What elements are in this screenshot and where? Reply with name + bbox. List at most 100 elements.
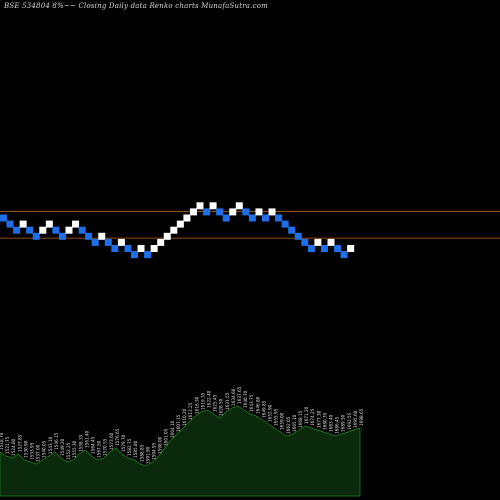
renko-brick (189, 208, 197, 216)
volume-label: 1588.85 (139, 444, 144, 462)
renko-brick (124, 245, 132, 252)
volume-label: 1546.15 (54, 432, 59, 450)
renko-brick (58, 232, 66, 240)
renko-brick (242, 208, 250, 216)
volume-label: 1668.15 (298, 410, 303, 428)
renko-brick (32, 232, 40, 240)
volume-label: 1601.05 (164, 428, 169, 446)
renko-brick (45, 220, 53, 228)
volume-label: 1674.25 (310, 408, 315, 426)
volume-label: 1625.45 (213, 394, 218, 412)
volume-label: 1634.60 (231, 388, 236, 406)
renko-brick (0, 214, 7, 222)
volume-label: 1570.55 (103, 438, 108, 456)
volume-label: 1521.75 (5, 436, 10, 454)
renko-brick (78, 226, 86, 234)
volume-label: 1649.85 (261, 400, 266, 418)
volume-label: 1564.45 (91, 436, 96, 454)
renko-brick (334, 245, 342, 252)
volume-label: 1518.70 (0, 432, 4, 450)
renko-brick (222, 214, 230, 222)
volume-profile-area (0, 405, 361, 497)
volume-label: 1598.00 (158, 436, 163, 454)
volume-label: 1619.35 (200, 392, 205, 410)
volume-label: 1561.40 (84, 430, 89, 448)
renko-brick (39, 226, 47, 234)
volume-label: 1567.50 (97, 440, 102, 458)
renko-brick (91, 238, 99, 246)
renko-brick (307, 245, 315, 252)
renko-brick (137, 245, 145, 252)
renko-brick (327, 238, 335, 246)
volume-label: 1555.30 (72, 440, 77, 458)
renko-brick (19, 220, 27, 228)
renko-brick (98, 232, 106, 240)
renko-brick (196, 202, 204, 210)
renko-brick (268, 208, 276, 216)
renko-brick (288, 226, 296, 234)
renko-brick (26, 226, 34, 234)
volume-label: 1628.50 (219, 398, 224, 416)
volume-label: 1640.70 (243, 390, 248, 408)
volume-label: 1524.80 (11, 438, 16, 456)
renko-brick (294, 232, 302, 240)
volume-label: 1646.80 (255, 396, 260, 414)
volume-label: 1655.95 (274, 408, 279, 426)
volume-label: 1698.65 (359, 408, 364, 426)
volume-label: 1610.20 (182, 408, 187, 426)
volume-label: 1613.25 (188, 402, 193, 420)
volume-label: 1573.60 (109, 432, 114, 450)
volume-label: 1689.50 (341, 414, 346, 432)
volume-label: 1659.00 (280, 412, 285, 430)
renko-brick (13, 226, 21, 234)
renko-brick (183, 214, 191, 222)
volume-label: 1591.90 (145, 446, 150, 464)
volume-label: 1665.10 (292, 414, 297, 432)
renko-brick (65, 226, 73, 234)
volume-label: 1671.20 (304, 406, 309, 424)
volume-label: 1549.20 (60, 438, 65, 456)
renko-brick (104, 238, 112, 246)
renko-brick (209, 202, 217, 210)
volume-label: 1533.95 (30, 442, 35, 460)
volume-label: 1662.05 (286, 416, 291, 434)
volume-label: 1695.60 (353, 410, 358, 428)
volume-label: 1686.45 (335, 416, 340, 434)
renko-brick (150, 245, 158, 252)
renko-brick (235, 202, 243, 210)
volume-label: 1680.35 (322, 412, 327, 430)
renko-brick (117, 238, 125, 246)
renko-brick (111, 245, 119, 252)
volume-label: 1637.65 (237, 386, 242, 404)
volume-label: 1537.00 (36, 444, 41, 462)
volume-label: 1558.35 (78, 434, 83, 452)
volume-label: 1631.55 (225, 392, 230, 410)
volume-label: 1622.40 (206, 390, 211, 408)
renko-brick (176, 220, 184, 228)
volume-label: 1594.95 (152, 442, 157, 460)
volume-label: 1527.85 (17, 434, 22, 452)
volume-label: 1540.05 (42, 440, 47, 458)
renko-brick (131, 251, 138, 259)
volume-label: 1530.90 (23, 440, 28, 458)
volume-label: 1607.15 (176, 414, 181, 432)
renko-brick (157, 238, 165, 246)
renko-brick (163, 232, 171, 240)
volume-label: 1552.25 (66, 442, 71, 460)
volume-label: 1692.55 (347, 412, 352, 430)
renko-brick (281, 220, 289, 228)
renko-brick (275, 214, 283, 222)
renko-brick (255, 208, 263, 216)
renko-brick (144, 251, 152, 259)
renko-brick (320, 245, 328, 252)
renko-brick (203, 208, 211, 216)
renko-brick (301, 238, 309, 246)
volume-label: 1576.65 (115, 428, 120, 446)
renko-brick (6, 220, 14, 228)
renko-brick (340, 251, 348, 259)
volume-label: 1579.70 (121, 434, 126, 452)
renko-brick (85, 232, 93, 240)
chart-title: BSE 534804 8%~~ Closing Daily data Renko… (4, 2, 268, 10)
renko-brick (248, 214, 256, 222)
